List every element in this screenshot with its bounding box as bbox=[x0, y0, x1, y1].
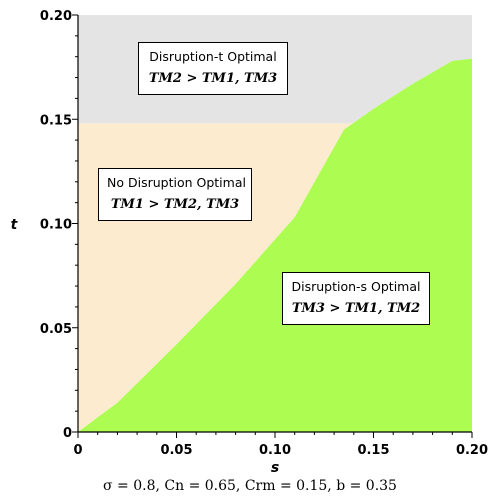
region-disruption-s bbox=[78, 58, 472, 432]
region-title: No Disruption Optimal bbox=[107, 175, 246, 190]
x-axis-label: s bbox=[271, 460, 279, 476]
parameter-caption: σ = 0.8, Cn = 0.65, Crm = 0.15, b = 0.35 bbox=[103, 478, 397, 494]
region-label-disruption-s: Disruption-s Optimal TM3 > TM1, TM2 bbox=[282, 272, 430, 325]
axes: 00 0.05 0.05 0.10 0.10 0.15 0.15 0.20 0.20 bbox=[40, 9, 488, 458]
region-title: Disruption-t Optimal bbox=[149, 49, 277, 64]
x-tick-label: 0.15 bbox=[357, 443, 389, 458]
x-tick-label: 0.20 bbox=[456, 443, 488, 458]
region-label-no-disruption: No Disruption Optimal TM1 > TM2, TM3 bbox=[98, 168, 252, 221]
x-tick-label: 0.10 bbox=[259, 443, 291, 458]
y-tick-label: 0.05 bbox=[40, 322, 72, 337]
region-subtitle: TM3 > TM1, TM2 bbox=[291, 301, 421, 316]
y-tick-label: 0.10 bbox=[40, 218, 72, 233]
y-tick-label: 0 bbox=[63, 426, 72, 441]
y-tick-label: 0.15 bbox=[40, 113, 72, 128]
region-subtitle: TM2 > TM1, TM3 bbox=[148, 71, 278, 86]
y-tick-label: 0.20 bbox=[40, 9, 72, 24]
region-label-disruption-t: Disruption-t Optimal TM2 > TM1, TM3 bbox=[138, 42, 288, 95]
x-tick-label: 0 bbox=[73, 443, 82, 458]
y-axis-label: t bbox=[11, 217, 19, 233]
x-tick-label: 0.05 bbox=[160, 443, 192, 458]
region-title: Disruption-s Optimal bbox=[291, 279, 421, 294]
region-subtitle: TM1 > TM2, TM3 bbox=[110, 197, 240, 212]
